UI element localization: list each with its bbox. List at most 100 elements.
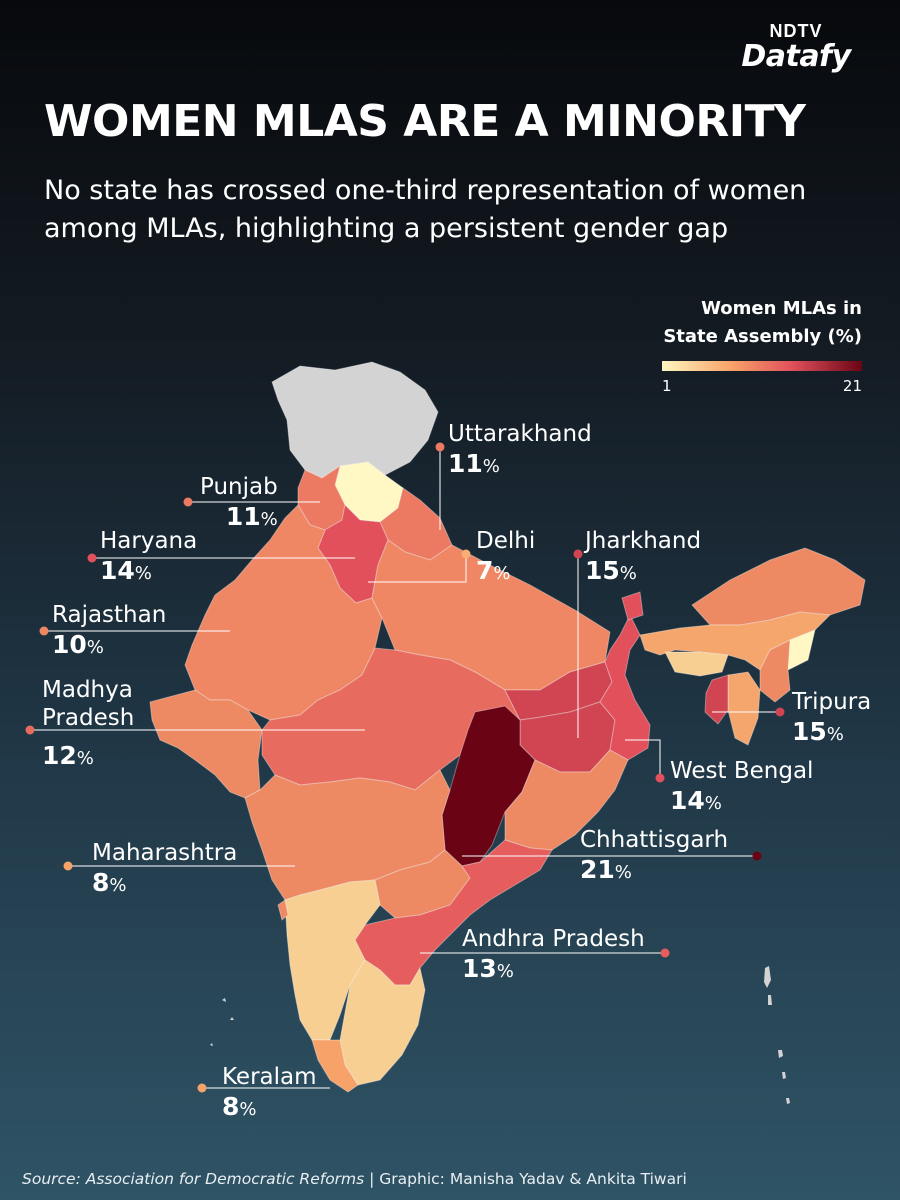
value-number: 14	[100, 556, 135, 585]
source-credit: Source: Association for Democratic Refor…	[22, 1170, 687, 1188]
logo-ndtv: NDTV	[769, 21, 823, 41]
label-keralam: Keralam 8%	[222, 1063, 317, 1126]
marker-rajasthan	[39, 626, 49, 636]
percent-sign: %	[109, 875, 127, 896]
legend-title-line2: State Assembly (%)	[663, 326, 862, 347]
marker-keralam	[197, 1083, 207, 1093]
value-number: 11	[448, 449, 483, 478]
state-name: Tripura	[792, 689, 872, 715]
value-number: 21	[580, 855, 615, 884]
ndtv-datafy-logo: NDTV Datafy	[726, 22, 866, 74]
percent-sign: %	[704, 793, 722, 814]
region-goa	[277, 899, 289, 921]
state-name: Rajasthan	[52, 602, 167, 628]
state-name: Maharashtra	[92, 840, 238, 866]
label-haryana: Haryana 14%	[100, 527, 197, 590]
state-value: 15%	[585, 555, 701, 590]
state-name: Punjab	[200, 474, 278, 500]
percent-sign: %	[76, 748, 94, 769]
value-number: 11	[225, 502, 261, 531]
source-text: Source: Association for Democratic Refor…	[22, 1170, 365, 1188]
nicobar-island-2	[782, 1072, 786, 1079]
label-jharkhand: Jharkhand 15%	[585, 527, 701, 590]
state-value: 10%	[52, 629, 166, 664]
state-name-line2: Pradesh	[42, 705, 135, 731]
label-delhi: Delhi 7%	[476, 527, 535, 590]
state-value: 11%	[200, 501, 278, 536]
marker-uttarakhand	[435, 442, 445, 452]
value-number: 8	[222, 1092, 240, 1121]
region-manipur	[759, 639, 791, 703]
label-madhya-pradesh: Madhya Pradesh 12%	[42, 676, 134, 775]
nicobar-island-3	[786, 1098, 790, 1104]
value-number: 15	[585, 556, 620, 585]
state-value: 14%	[100, 555, 197, 590]
percent-sign: %	[614, 862, 632, 883]
lakshadweep-island-2	[230, 1017, 234, 1020]
state-value: 8%	[222, 1091, 317, 1126]
region-sikkim	[621, 591, 644, 621]
state-name: Uttarakhand	[448, 421, 592, 447]
region-chhattisgarh	[441, 705, 536, 867]
state-value: 12%	[42, 740, 134, 775]
marker-andhra-pradesh	[660, 948, 670, 958]
label-maharashtra: Maharashtra 8%	[92, 839, 237, 902]
state-name: Haryana	[100, 528, 198, 554]
state-value: 15%	[792, 716, 871, 751]
state-value: 8%	[92, 867, 237, 902]
graphic-credit: | Graphic: Manisha Yadav & Ankita Tiwari	[364, 1170, 687, 1188]
state-name: West Bengal	[670, 758, 814, 784]
legend-ticks: 1 21	[662, 377, 862, 395]
label-chhattisgarh: Chhattisgarh 21%	[580, 826, 728, 889]
state-value: 11%	[448, 448, 592, 483]
region-meghalaya	[664, 651, 729, 677]
state-name: Delhi	[476, 528, 536, 554]
state-name: Jharkhand	[585, 528, 702, 554]
state-value: 21%	[580, 854, 728, 889]
percent-sign: %	[619, 563, 637, 584]
percent-sign: %	[239, 1099, 257, 1120]
state-name-line1: Madhya	[42, 677, 133, 703]
marker-haryana	[87, 553, 97, 563]
lakshadweep-island-1	[222, 998, 226, 1002]
region-arunachal-pradesh	[691, 547, 866, 626]
marker-maharashtra	[63, 861, 73, 871]
marker-chhattisgarh	[752, 851, 762, 861]
percent-sign: %	[826, 724, 844, 745]
legend-max: 21	[842, 377, 862, 395]
marker-delhi	[461, 549, 471, 559]
nicobar-island-1	[778, 1050, 783, 1058]
marker-tripura	[775, 707, 785, 717]
percent-sign: %	[493, 563, 511, 584]
marker-madhya-pradesh	[25, 725, 35, 735]
label-west-bengal: West Bengal 14%	[670, 757, 813, 820]
legend-color-scale	[662, 361, 862, 371]
label-punjab: Punjab 11%	[200, 473, 278, 536]
state-name: Andhra Pradesh	[462, 926, 645, 952]
region-mizoram	[727, 671, 761, 746]
region-odisha	[504, 749, 629, 851]
subtitle: No state has crossed one-third represent…	[44, 175, 807, 244]
label-andhra-pradesh: Andhra Pradesh 13%	[462, 925, 645, 988]
value-number: 13	[462, 954, 497, 983]
state-name: Chhattisgarh	[580, 827, 729, 853]
percent-sign: %	[496, 961, 514, 982]
label-uttarakhand: Uttarakhand 11%	[448, 420, 592, 483]
legend-min: 1	[662, 377, 672, 395]
percent-sign: %	[260, 509, 278, 530]
value-number: 12	[42, 741, 77, 770]
state-value: 7%	[476, 555, 535, 590]
value-number: 14	[670, 786, 705, 815]
legend: Women MLAs in State Assembly (%) 1 21	[652, 295, 862, 395]
label-tripura: Tripura 15%	[792, 688, 871, 751]
region-keralam	[311, 1039, 359, 1093]
value-number: 10	[52, 630, 87, 659]
marker-jharkhand	[573, 549, 583, 559]
logo-datafy: Datafy	[741, 39, 851, 74]
andaman-island-2	[768, 995, 772, 1005]
value-number: 15	[792, 717, 827, 746]
legend-title-line1: Women MLAs in	[701, 298, 862, 319]
page-title: WOMEN MLAS ARE A MINORITY	[44, 96, 806, 147]
state-value: 14%	[670, 785, 813, 820]
